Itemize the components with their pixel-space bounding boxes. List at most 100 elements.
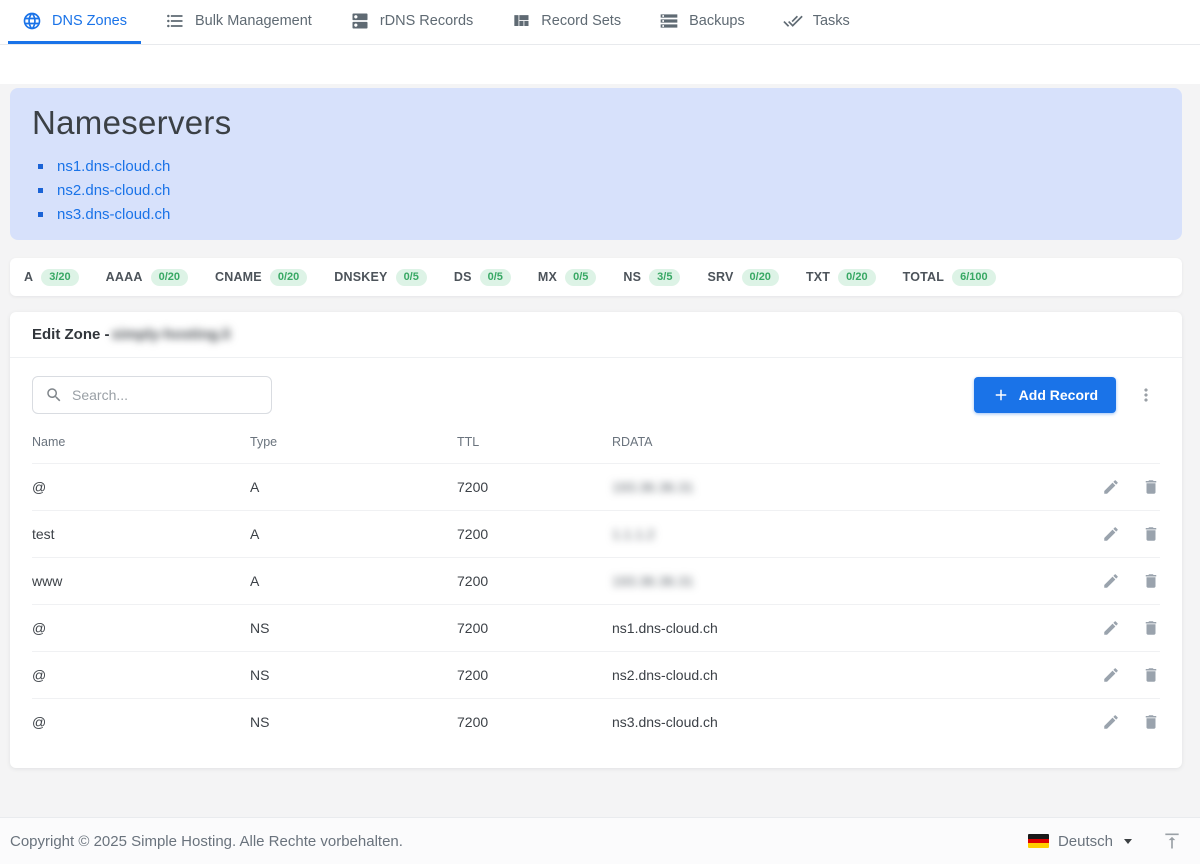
column-header-name: Name — [32, 435, 66, 449]
record-count-dnskey: DNSKEY 0/5 — [334, 268, 427, 286]
edit-record-button[interactable] — [1102, 666, 1120, 684]
edit-zone-header: Edit Zone - simply-hosting.li — [10, 312, 1182, 358]
cell-type: A — [250, 479, 260, 495]
footer: Copyright © 2025 Simple Hosting. Alle Re… — [0, 817, 1200, 864]
edit-zone-label: Edit Zone - — [32, 326, 110, 343]
cell-rdata: ns2.dns-cloud.ch — [612, 667, 718, 683]
count-badge: 6/100 — [952, 268, 996, 286]
tab-tasks[interactable]: Tasks — [769, 0, 864, 44]
edit-record-button[interactable] — [1102, 619, 1120, 637]
column-header-ttl: TTL — [457, 435, 480, 449]
record-count-txt: TXT 0/20 — [806, 268, 876, 286]
cell-rdata: ns1.dns-cloud.ch — [612, 620, 718, 636]
edit-zone-card: Edit Zone - simply-hosting.li Add Record… — [10, 312, 1182, 768]
cell-ttl: 7200 — [457, 573, 489, 589]
edit-icon — [1104, 668, 1118, 682]
delete-record-button[interactable] — [1142, 572, 1160, 590]
tab-label: Tasks — [812, 12, 850, 29]
list-icon — [167, 14, 183, 27]
table-row: @ A 7200 193.36.36.31 — [32, 463, 1160, 510]
table-row: www A 7200 193.36.36.31 — [32, 557, 1160, 604]
row-actions — [1068, 666, 1160, 684]
add-record-button[interactable]: Add Record — [973, 377, 1116, 413]
storage-icon — [660, 13, 678, 28]
done-all-icon — [783, 15, 803, 27]
caret-down-icon — [1124, 838, 1132, 844]
cell-name: test — [32, 526, 55, 542]
more-options-button[interactable] — [1132, 381, 1160, 409]
count-badge: 3/20 — [41, 268, 79, 286]
cell-rdata: ns3.dns-cloud.ch — [612, 714, 718, 730]
globe-icon — [23, 12, 41, 29]
nameservers-panel: Nameservers ns1.dns-cloud.ch ns2.dns-clou… — [10, 88, 1182, 240]
count-label: CNAME — [215, 270, 262, 284]
square-bullet-icon — [38, 211, 43, 217]
nameserver-list: ns1.dns-cloud.ch ns2.dns-cloud.ch ns3.dns-… — [32, 154, 1160, 226]
kebab-menu-icon — [1144, 388, 1148, 402]
cell-rdata: 193.36.36.31 — [612, 573, 694, 589]
search-input[interactable] — [72, 387, 259, 403]
edit-record-button[interactable] — [1102, 572, 1120, 590]
language-selector[interactable]: Deutsch — [1027, 832, 1132, 850]
tab-bulk-management[interactable]: Bulk Management — [151, 0, 326, 44]
count-label: A — [24, 270, 34, 284]
delete-icon — [1145, 668, 1157, 682]
nameserver-item: ns3.dns-cloud.ch — [32, 202, 1160, 226]
edit-icon — [1104, 621, 1118, 635]
edit-record-button[interactable] — [1102, 478, 1120, 496]
record-count-aaaa: AAAA 0/20 — [106, 268, 188, 286]
scroll-to-top-button[interactable] — [1160, 829, 1184, 853]
delete-record-button[interactable] — [1142, 713, 1160, 731]
nameserver-link[interactable]: ns2.dns-cloud.ch — [57, 181, 171, 199]
table-row: @ NS 7200 ns1.dns-cloud.ch — [32, 604, 1160, 651]
footer-right: Deutsch — [1027, 829, 1184, 853]
tab-rdns-records[interactable]: rDNS Records — [336, 0, 487, 44]
cell-ttl: 7200 — [457, 479, 489, 495]
cell-ttl: 7200 — [457, 526, 489, 542]
language-label: Deutsch — [1057, 832, 1113, 850]
tab-label: Bulk Management — [194, 12, 312, 29]
main-content: Nameservers ns1.dns-cloud.ch ns2.dns-clou… — [0, 84, 1200, 817]
delete-icon — [1145, 715, 1157, 729]
count-badge: 0/20 — [741, 268, 779, 286]
tab-backups[interactable]: Backups — [645, 0, 759, 44]
record-count-total: TOTAL 6/100 — [902, 268, 996, 286]
delete-record-button[interactable] — [1142, 666, 1160, 684]
nameserver-link[interactable]: ns1.dns-cloud.ch — [57, 157, 171, 175]
row-actions — [1068, 572, 1160, 590]
cell-name: @ — [32, 667, 47, 683]
table-header-row: Name Type TTL RDATA — [32, 422, 1160, 463]
tab-record-sets[interactable]: Record Sets — [497, 0, 635, 44]
delete-record-button[interactable] — [1142, 478, 1160, 496]
count-badge: 0/5 — [395, 268, 427, 286]
record-count-mx: MX 0/5 — [537, 268, 597, 286]
zone-name-redacted: simply-hosting.li — [111, 326, 231, 343]
delete-icon — [1145, 574, 1157, 588]
edit-record-button[interactable] — [1102, 713, 1120, 731]
search-icon — [47, 388, 61, 402]
record-count-cname: CNAME 0/20 — [215, 268, 308, 286]
delete-record-button[interactable] — [1142, 619, 1160, 637]
delete-record-button[interactable] — [1142, 525, 1160, 543]
edit-record-button[interactable] — [1102, 525, 1120, 543]
count-label: DS — [453, 270, 472, 284]
count-label: MX — [537, 270, 558, 284]
toolbar-actions: Add Record — [973, 377, 1160, 413]
cell-type: NS — [250, 714, 270, 730]
cell-name: @ — [32, 479, 47, 495]
cell-ttl: 7200 — [457, 667, 489, 683]
tab-label: Record Sets — [541, 12, 622, 29]
cell-type: NS — [250, 667, 270, 683]
delete-icon — [1145, 527, 1157, 541]
count-badge: 0/20 — [838, 268, 876, 286]
column-header-rdata: RDATA — [612, 435, 653, 449]
copyright-text: Copyright © 2025 Simple Hosting. Alle Re… — [10, 832, 403, 850]
nameserver-item: ns2.dns-cloud.ch — [32, 178, 1160, 202]
nameserver-link[interactable]: ns3.dns-cloud.ch — [57, 205, 171, 223]
edit-icon — [1104, 527, 1118, 541]
count-label: TOTAL — [902, 270, 945, 284]
cell-name: @ — [32, 620, 47, 636]
cell-type: A — [250, 573, 260, 589]
row-actions — [1068, 619, 1160, 637]
tab-dns-zones[interactable]: DNS Zones — [8, 0, 141, 44]
